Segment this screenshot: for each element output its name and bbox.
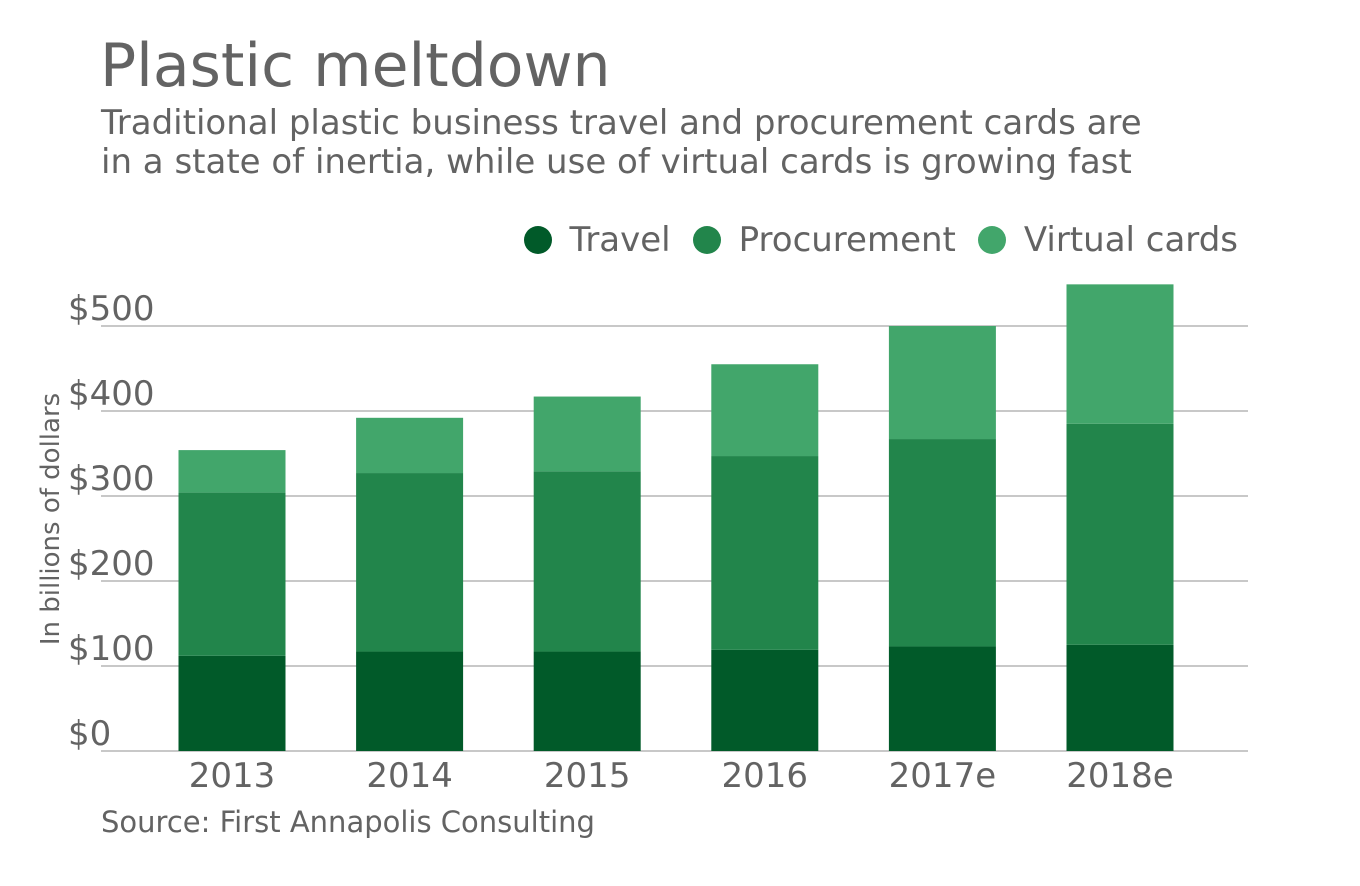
y-axis-label: In billions of dollars bbox=[36, 393, 66, 645]
bar-procurement-2015 bbox=[533, 471, 641, 652]
subtitle-line-1: Traditional plastic business travel and … bbox=[101, 103, 1142, 143]
x-axis-ticks: 2013 2014 2015 2016 2017e 2018e bbox=[189, 756, 1174, 796]
y-tick-label: $500 bbox=[68, 289, 155, 329]
bar-virtual-cards-2017e bbox=[888, 326, 996, 440]
y-tick-label: $0 bbox=[68, 714, 111, 754]
bar-procurement-2013 bbox=[178, 492, 286, 656]
bar-travel-2017e bbox=[888, 646, 996, 751]
x-tick-label: 2016 bbox=[722, 756, 809, 796]
bar-virtual-cards-2016 bbox=[711, 364, 819, 457]
bar-travel-2016 bbox=[711, 649, 819, 751]
legend-swatch-travel bbox=[523, 226, 552, 254]
x-tick-label: 2014 bbox=[366, 756, 453, 796]
legend-label-travel: Travel bbox=[569, 220, 671, 260]
legend-item-virtual-cards: Virtual cards bbox=[977, 220, 1238, 260]
x-tick-label: 2013 bbox=[189, 756, 276, 796]
bar-procurement-2016 bbox=[711, 456, 819, 650]
bar-virtual-cards-2018e bbox=[1066, 284, 1174, 424]
bar-travel-2015 bbox=[533, 651, 641, 751]
bar-virtual-cards-2015 bbox=[533, 396, 641, 472]
bar-procurement-2017e bbox=[888, 439, 996, 647]
bar-virtual-cards-2013 bbox=[178, 450, 286, 493]
legend-swatch-virtual-cards bbox=[977, 226, 1006, 254]
legend-item-procurement: Procurement bbox=[692, 220, 956, 260]
bar-travel-2013 bbox=[178, 655, 286, 751]
bar-procurement-2018e bbox=[1066, 423, 1174, 645]
bar-procurement-2014 bbox=[356, 473, 464, 652]
bar-travel-2018e bbox=[1066, 644, 1174, 751]
x-tick-label: 2017e bbox=[889, 756, 996, 796]
bar-virtual-cards-2014 bbox=[356, 417, 464, 474]
bar-travel-2014 bbox=[356, 651, 464, 751]
x-tick-label: 2015 bbox=[544, 756, 631, 796]
subtitle-line-2: in a state of inertia, while use of virt… bbox=[101, 142, 1132, 182]
x-tick-label: 2018e bbox=[1066, 756, 1173, 796]
source-note: Source: First Annapolis Consulting bbox=[101, 805, 595, 839]
chart-legend: Travel Procurement Virtual cards bbox=[502, 220, 1238, 260]
y-tick-label: $200 bbox=[68, 544, 155, 584]
legend-item-travel: Travel bbox=[523, 220, 671, 260]
y-tick-label: $100 bbox=[68, 629, 155, 669]
chart-title: Plastic meltdown bbox=[100, 31, 611, 101]
legend-label-procurement: Procurement bbox=[738, 220, 956, 260]
chart-subtitle: Traditional plastic business travel and … bbox=[101, 104, 1281, 182]
y-axis-ticks: $0 $100 $200 $300 $400 $500 bbox=[68, 289, 155, 754]
gridlines bbox=[101, 325, 1248, 752]
y-tick-label: $300 bbox=[68, 459, 155, 499]
y-tick-label: $400 bbox=[68, 374, 155, 414]
legend-swatch-procurement bbox=[692, 226, 721, 254]
bars bbox=[178, 284, 1174, 751]
legend-label-virtual-cards: Virtual cards bbox=[1023, 220, 1238, 260]
